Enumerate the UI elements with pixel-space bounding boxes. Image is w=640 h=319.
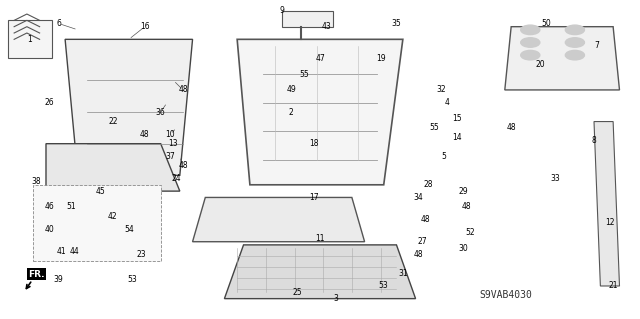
Text: 7: 7 xyxy=(595,41,600,50)
Text: 41: 41 xyxy=(57,247,67,256)
Text: 48: 48 xyxy=(506,123,516,132)
Text: 48: 48 xyxy=(461,203,472,211)
Text: 3: 3 xyxy=(333,294,339,303)
Text: 28: 28 xyxy=(424,180,433,189)
Text: 34: 34 xyxy=(414,193,424,202)
Polygon shape xyxy=(225,245,415,299)
Text: 5: 5 xyxy=(442,152,447,161)
Text: 43: 43 xyxy=(321,22,332,31)
Text: 55: 55 xyxy=(299,70,309,78)
Text: 40: 40 xyxy=(44,225,54,234)
Text: 52: 52 xyxy=(465,228,474,237)
Text: 12: 12 xyxy=(605,218,614,227)
Text: 37: 37 xyxy=(165,152,175,161)
Polygon shape xyxy=(65,39,193,175)
Text: FR.: FR. xyxy=(26,270,45,288)
Text: 23: 23 xyxy=(137,250,147,259)
Text: 27: 27 xyxy=(417,237,427,246)
Circle shape xyxy=(521,38,540,47)
Text: S9VAB4030: S9VAB4030 xyxy=(479,291,532,300)
Text: 42: 42 xyxy=(108,212,118,221)
Text: 36: 36 xyxy=(156,108,166,116)
Text: 21: 21 xyxy=(609,281,618,291)
Text: 32: 32 xyxy=(436,85,446,94)
Text: 47: 47 xyxy=(315,54,325,63)
Polygon shape xyxy=(505,27,620,90)
Text: 14: 14 xyxy=(452,133,462,142)
Circle shape xyxy=(565,50,584,60)
Text: 48: 48 xyxy=(178,85,188,94)
Text: 29: 29 xyxy=(459,187,468,196)
Text: 19: 19 xyxy=(376,54,385,63)
Text: 33: 33 xyxy=(551,174,561,183)
Text: 51: 51 xyxy=(67,203,76,211)
Text: 9: 9 xyxy=(279,6,284,15)
Text: 54: 54 xyxy=(124,225,134,234)
Text: 30: 30 xyxy=(458,243,468,253)
FancyBboxPatch shape xyxy=(33,185,161,261)
Text: 35: 35 xyxy=(392,19,401,28)
Text: 45: 45 xyxy=(95,187,105,196)
Text: 15: 15 xyxy=(452,114,462,123)
Text: 17: 17 xyxy=(309,193,319,202)
Text: 22: 22 xyxy=(108,117,118,126)
Circle shape xyxy=(565,25,584,34)
Text: 50: 50 xyxy=(541,19,551,28)
Text: 26: 26 xyxy=(44,98,54,107)
Text: 48: 48 xyxy=(414,250,424,259)
Text: 53: 53 xyxy=(379,281,388,291)
Text: 18: 18 xyxy=(309,139,318,148)
Text: 38: 38 xyxy=(31,177,41,186)
Text: 55: 55 xyxy=(430,123,440,132)
Text: 8: 8 xyxy=(591,136,596,145)
Text: 4: 4 xyxy=(445,98,450,107)
Text: 46: 46 xyxy=(44,203,54,211)
Text: 1: 1 xyxy=(28,35,33,44)
Text: 11: 11 xyxy=(316,234,324,243)
Text: 25: 25 xyxy=(293,288,303,297)
Polygon shape xyxy=(594,122,620,286)
Polygon shape xyxy=(46,144,180,191)
Circle shape xyxy=(565,38,584,47)
Text: 6: 6 xyxy=(56,19,61,28)
FancyBboxPatch shape xyxy=(8,20,52,58)
Circle shape xyxy=(521,50,540,60)
Text: 44: 44 xyxy=(70,247,79,256)
Text: 39: 39 xyxy=(54,275,63,284)
Polygon shape xyxy=(193,197,365,242)
Text: 20: 20 xyxy=(535,60,545,69)
Text: 48: 48 xyxy=(420,215,430,224)
Circle shape xyxy=(521,25,540,34)
Text: 31: 31 xyxy=(398,269,408,278)
Text: 24: 24 xyxy=(172,174,181,183)
Text: 48: 48 xyxy=(140,130,150,139)
Text: 13: 13 xyxy=(168,139,179,148)
Text: 10: 10 xyxy=(166,130,175,139)
Text: 53: 53 xyxy=(127,275,137,284)
Text: 16: 16 xyxy=(140,22,150,31)
Text: 2: 2 xyxy=(289,108,294,116)
Text: 49: 49 xyxy=(287,85,296,94)
Polygon shape xyxy=(237,39,403,185)
Text: 48: 48 xyxy=(178,161,188,170)
Polygon shape xyxy=(282,11,333,27)
